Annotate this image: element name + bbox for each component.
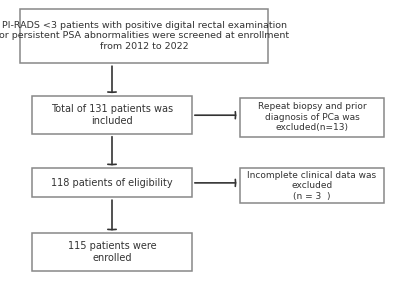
FancyBboxPatch shape: [240, 168, 384, 203]
Text: PI-RADS <3 patients with positive digital rectal examination
or persistent PSA a: PI-RADS <3 patients with positive digita…: [0, 21, 289, 51]
Text: 118 patients of eligibility: 118 patients of eligibility: [51, 178, 173, 188]
Text: Incomplete clinical data was
excluded
(n = 3  ): Incomplete clinical data was excluded (n…: [248, 171, 376, 201]
FancyBboxPatch shape: [32, 168, 192, 197]
Text: 115 patients were
enrolled: 115 patients were enrolled: [68, 241, 156, 263]
Text: Repeat biopsy and prior
diagnosis of PCa was
excluded(n=13): Repeat biopsy and prior diagnosis of PCa…: [258, 103, 366, 132]
FancyBboxPatch shape: [32, 96, 192, 134]
Text: Total of 131 patients was
included: Total of 131 patients was included: [51, 104, 173, 126]
FancyBboxPatch shape: [20, 9, 268, 63]
FancyBboxPatch shape: [240, 98, 384, 137]
FancyBboxPatch shape: [32, 233, 192, 271]
